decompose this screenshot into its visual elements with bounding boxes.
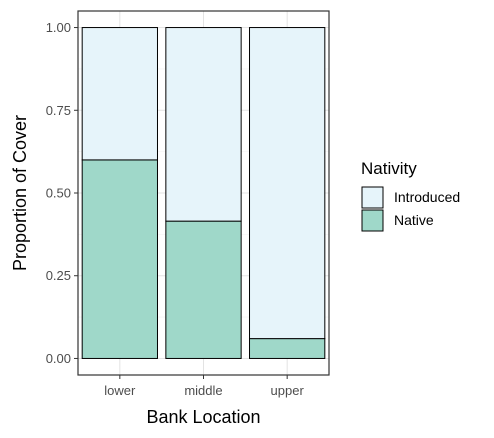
x-tick-label: middle (184, 383, 222, 398)
legend-label-native: Native (394, 212, 434, 228)
y-tick-label: 0.75 (46, 103, 71, 118)
y-tick-label: 0.00 (46, 351, 71, 366)
legend: Nativity Introduced Native (361, 159, 460, 232)
x-axis: lower middle upper (104, 375, 304, 398)
legend-key-native (361, 209, 384, 232)
legend-title: Nativity (361, 159, 417, 178)
y-axis-title: Proportion of Cover (10, 115, 30, 271)
bar-introduced-middle (165, 27, 242, 222)
bar-introduced-lower (81, 27, 158, 161)
y-tick-label: 0.25 (46, 268, 71, 283)
bar-introduced-upper (249, 27, 326, 340)
bar-native-upper (249, 338, 326, 359)
x-tick-label: upper (271, 383, 305, 398)
y-tick-label: 0.50 (46, 186, 71, 201)
bar-native-lower (81, 159, 158, 359)
y-axis: 0.00 0.25 0.50 0.75 1.00 (46, 20, 78, 366)
legend-key-introduced (361, 186, 384, 209)
y-tick-label: 1.00 (46, 20, 71, 35)
bar-native-middle (165, 220, 242, 359)
x-axis-title: Bank Location (146, 407, 260, 427)
x-tick-label: lower (104, 383, 136, 398)
legend-label-introduced: Introduced (394, 189, 460, 205)
bars (81, 27, 326, 359)
